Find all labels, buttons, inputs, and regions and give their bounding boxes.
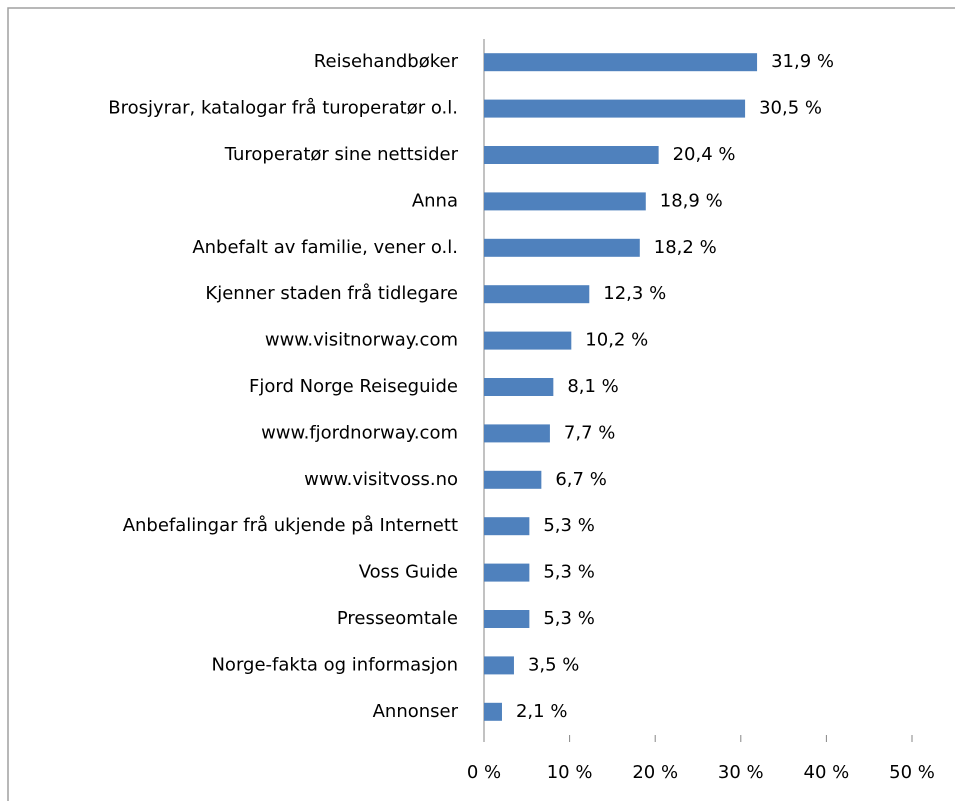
bar xyxy=(484,563,530,582)
bar xyxy=(484,702,502,721)
bar xyxy=(484,656,514,675)
bar xyxy=(484,470,542,489)
bar xyxy=(484,378,554,396)
value-label: 12,3 % xyxy=(603,283,666,304)
value-label: 31,9 % xyxy=(771,51,834,72)
x-tick-label: 50 % xyxy=(889,762,935,783)
bar xyxy=(484,331,572,350)
chart-frame xyxy=(7,7,955,801)
y-tick-label: Kjenner staden frå tidlegare xyxy=(205,283,458,304)
bar xyxy=(484,517,530,536)
y-tick-label: www.visitnorway.com xyxy=(265,330,458,351)
bar xyxy=(484,285,590,304)
x-tick-label: 20 % xyxy=(632,762,678,783)
y-tick-label: Anna xyxy=(412,190,458,211)
bar xyxy=(484,192,646,211)
bar xyxy=(484,424,550,443)
y-tick-label: Presseomtale xyxy=(337,608,458,629)
value-label: 30,5 % xyxy=(759,98,822,119)
y-tick-label: www.visitvoss.no xyxy=(304,469,458,490)
value-label: 18,9 % xyxy=(660,190,723,211)
y-tick-label: Anbefalingar frå ukjende på Internett xyxy=(123,515,458,536)
value-label: 3,5 % xyxy=(528,654,579,675)
value-label: 20,4 % xyxy=(673,144,736,165)
x-tick-label: 0 % xyxy=(467,762,501,783)
y-tick-label: Turoperatør sine nettsider xyxy=(224,144,459,165)
bar xyxy=(484,610,530,628)
x-tick-label: 30 % xyxy=(718,762,764,783)
bar xyxy=(484,53,758,72)
y-tick-label: Norge-fakta og informasjon xyxy=(211,654,458,675)
value-label: 8,1 % xyxy=(567,376,618,397)
x-tick-label: 40 % xyxy=(804,762,850,783)
bar xyxy=(484,99,746,118)
y-tick-label: Annonser xyxy=(373,701,459,722)
y-tick-label: Brosjyrar, katalogar frå turoperatør o.l… xyxy=(108,98,458,119)
y-tick-label: Voss Guide xyxy=(359,562,458,583)
value-label: 10,2 % xyxy=(585,330,648,351)
value-label: 5,3 % xyxy=(543,562,594,583)
value-label: 6,7 % xyxy=(555,469,606,490)
value-label: 5,3 % xyxy=(543,608,594,629)
bar xyxy=(484,238,640,257)
value-label: 7,7 % xyxy=(564,422,615,443)
y-tick-label: Reisehandbøker xyxy=(314,51,459,72)
x-tick-label: 10 % xyxy=(547,762,593,783)
value-label: 2,1 % xyxy=(516,701,567,722)
value-label: 5,3 % xyxy=(543,515,594,536)
y-tick-label: www.fjordnorway.com xyxy=(261,422,458,443)
y-tick-label: Anbefalt av familie, vener o.l. xyxy=(192,237,458,258)
value-label: 18,2 % xyxy=(654,237,717,258)
y-tick-label: Fjord Norge Reiseguide xyxy=(249,376,458,397)
bar xyxy=(484,146,659,164)
